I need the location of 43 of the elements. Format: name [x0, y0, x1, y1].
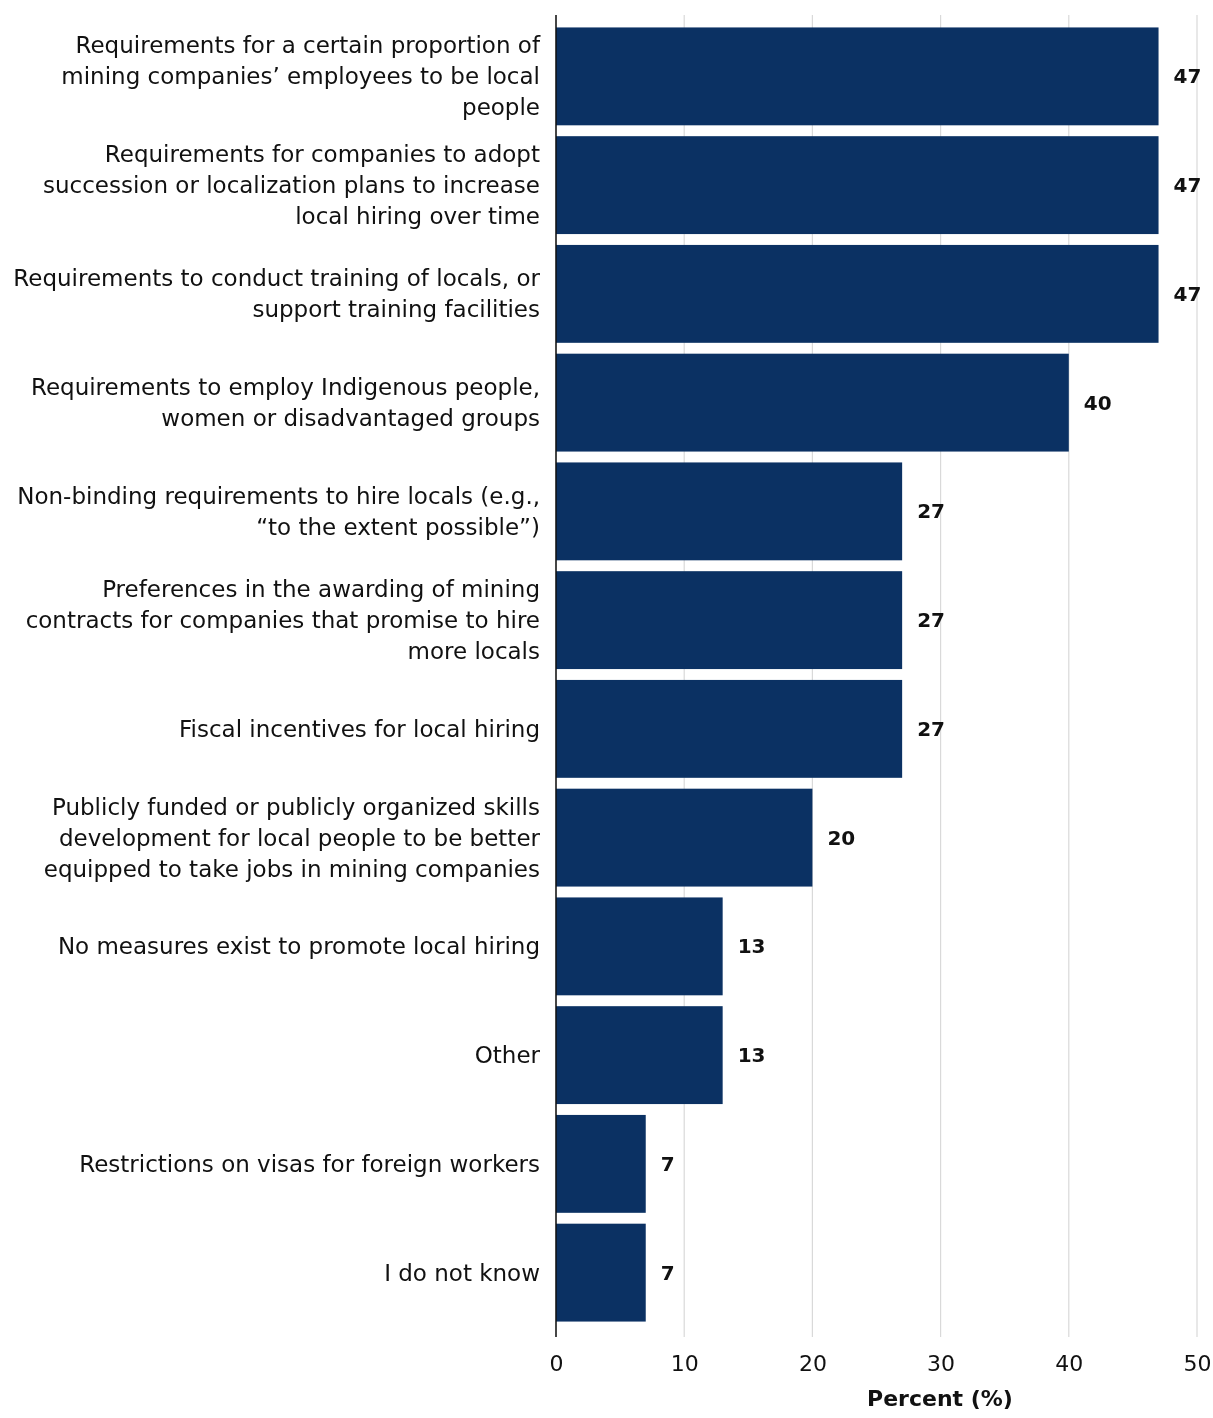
data-label: 47 [1173, 173, 1202, 198]
bar [556, 788, 813, 887]
bar [556, 897, 723, 996]
bar [556, 1114, 646, 1213]
x-axis-title: Percent (%) [867, 1386, 1013, 1411]
data-label: 27 [917, 608, 945, 633]
bar [556, 353, 1069, 452]
x-tick-label: 40 [1055, 1350, 1084, 1376]
y-tick-label: Publicly funded or publicly organized skills development for local people to be better equipped to take jobs in mining companies [43, 793, 541, 882]
y-tick-label: Fiscal incentives for local hiring [178, 715, 540, 742]
bar [556, 1223, 646, 1322]
bar [556, 679, 903, 778]
data-label: 7 [660, 1151, 675, 1176]
y-tick-label: I do not know [384, 1259, 540, 1286]
bar [556, 571, 903, 670]
bar [556, 462, 903, 561]
bar [556, 136, 1159, 235]
data-label: 47 [1173, 64, 1202, 89]
data-label: 27 [917, 499, 945, 524]
data-label: 47 [1173, 281, 1202, 306]
y-tick-label: Non-binding requirements to hire locals (e.g., “to the extent possible”) [17, 482, 540, 540]
y-tick-label: Requirements to conduct training of locals, or support training facilities [13, 265, 541, 323]
x-tick-label: 20 [798, 1350, 827, 1376]
x-tick-label: 30 [927, 1350, 956, 1376]
bar [556, 1006, 723, 1105]
bar [556, 244, 1159, 343]
data-label: 20 [827, 825, 856, 850]
y-tick-label: Preferences in the awarding of mining contracts for companies that promise to hire more locals [25, 576, 540, 665]
x-tick-label: 10 [670, 1350, 699, 1376]
y-tick-label: No measures exist to promote local hiring [57, 933, 540, 960]
data-label: 40 [1083, 390, 1112, 415]
data-label: 13 [737, 934, 766, 959]
data-label: 7 [660, 1260, 675, 1285]
bar [556, 27, 1159, 126]
y-tick-label: Restrictions on visas for foreign workers [79, 1150, 540, 1177]
y-tick-label: Requirements for a certain proportion of mining companies’ employees to be local people [61, 32, 541, 121]
data-label: 27 [917, 716, 945, 741]
x-tick-label: 0 [549, 1350, 564, 1376]
y-tick-label: Requirements to employ Indigenous people, women or disadvantaged groups [30, 374, 540, 432]
x-tick-label: 50 [1183, 1350, 1212, 1376]
y-tick-label: Requirements for companies to adopt succession or localization plans to increase local hiring over time [43, 141, 540, 230]
data-label: 13 [737, 1043, 766, 1068]
y-tick-label: Other [474, 1042, 541, 1069]
